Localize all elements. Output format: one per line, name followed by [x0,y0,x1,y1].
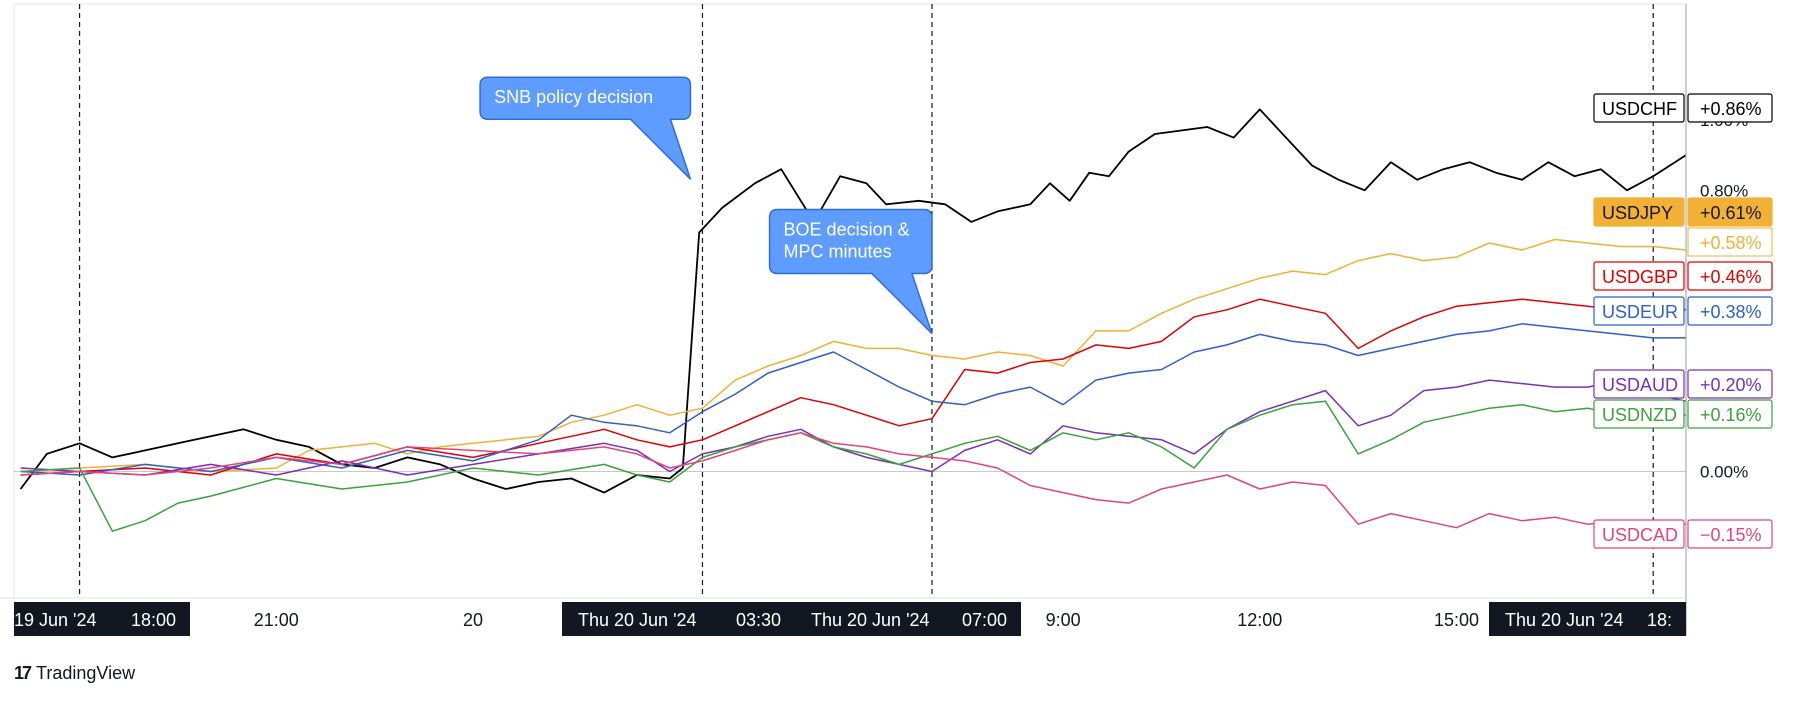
series-value-box [1687,93,1773,123]
series-label-usdeur: USDEUR +0.38% [1593,296,1773,326]
event-time-badge-bg [795,602,1021,636]
annotation-text: MPC minutes [784,242,892,262]
series-layer [19,108,1687,532]
series-value: +0.16% [1700,405,1762,425]
annotation-text: SNB policy decision [494,87,653,107]
annotations-layer: SNB policy decision BOE decision &MPC min… [479,76,933,335]
series-value: +0.86% [1700,99,1762,119]
event-time-badge-bg [562,602,795,636]
x-tick-label: 12:00 [1237,610,1282,630]
series-name: USDNZD [1602,405,1677,425]
event-time-badge-time: 18:00 [131,610,176,630]
series-value: −0.15% [1700,525,1762,545]
event-time-badge: 19 Jun '24 18:00 [14,602,190,636]
x-tick-label: 20 [463,610,483,630]
series-line-usdcad [20,432,1686,529]
series-value-box [1687,369,1773,399]
series-name: USDCHF [1602,99,1677,119]
event-time-badge: Thu 20 Jun '24 03:30 [562,602,795,636]
event-time-badge-date: Thu 20 Jun '24 [578,610,697,630]
annotation-bubble [768,208,933,335]
x-tick-label: 15:00 [1434,610,1479,630]
series-value: +0.20% [1700,375,1762,395]
series-name-box [1593,261,1685,291]
series-name: USDGBP [1602,267,1678,287]
series-label-usdjpy: USDJPY +0.61% +0.58% [1593,197,1773,257]
event-time-badge-time: 03:30 [736,610,781,630]
series-line-usdeur [20,323,1686,476]
x-tick-label: 21:00 [254,610,299,630]
tradingview-icon: 17 [14,662,32,683]
series-value-box [1687,197,1773,227]
series-value: +0.61% [1700,203,1762,223]
series-name-box [1593,369,1685,399]
event-time-badge-time: 18: [1647,610,1672,630]
event-time-badge-bg [1489,602,1686,636]
plot-area [13,3,1687,599]
series-name: USDAUD [1602,375,1678,395]
series-name-box [1593,519,1685,549]
series-line-usdaud [20,379,1687,476]
y-tick-label: 0.00% [1700,462,1748,481]
grid-layer [13,3,1687,599]
series-name-box [1593,399,1685,429]
series-extra-value: +0.58% [1700,233,1762,253]
series-label-usdnzd: USDNZD +0.16% [1593,399,1773,429]
labels-layer: USDCHF +0.86% USDJPY +0.61% +0.58% USDGBP +0.4… [1593,93,1773,549]
event-time-badge-date: 19 Jun '24 [14,610,97,630]
series-value: +0.38% [1700,302,1762,322]
series-name-box [1593,296,1685,326]
event-time-badge-bg [14,602,190,636]
series-line-usdnzd [20,400,1687,532]
series-label-usdcad: USDCAD −0.15% [1593,519,1773,549]
series-name: USDJPY [1602,203,1673,223]
event-time-badge-time: 07:00 [962,610,1007,630]
series-name: USDCAD [1602,525,1678,545]
series-value-box [1687,261,1773,291]
series-value-box [1687,399,1773,429]
tradingview-logo[interactable]: 17 TradingView [14,660,135,686]
tradingview-brand-name: TradingView [36,662,136,683]
series-name-box [1593,197,1685,227]
series-name: USDEUR [1602,302,1678,322]
y-tick-label: 0.80% [1700,181,1748,200]
series-value-box [1687,296,1773,326]
series-label-usdaud: USDAUD +0.20% [1593,369,1773,399]
annotation-2: BOE decision &MPC minutes [768,208,933,335]
event-time-badge: Thu 20 Jun '24 18: [1489,602,1686,636]
annotation-text: BOE decision & [784,220,910,240]
series-line-usdgbp [20,298,1687,476]
event-time-badge-date: Thu 20 Jun '24 [811,610,930,630]
series-label-usdchf: USDCHF +0.86% [1593,93,1773,123]
event-time-badge-date: Thu 20 Jun '24 [1505,610,1624,630]
series-value: +0.46% [1700,267,1762,287]
annotation-bubble [479,76,692,180]
x-tick-label: 9:00 [1046,610,1081,630]
series-label-usdgbp: USDGBP +0.46% [1593,261,1773,291]
series-extra-value-box [1687,227,1773,257]
series-value-box [1687,519,1773,549]
series-name-box [1593,93,1685,123]
event-time-badge: Thu 20 Jun '24 07:00 [795,602,1021,636]
annotation-1: SNB policy decision [479,76,692,180]
